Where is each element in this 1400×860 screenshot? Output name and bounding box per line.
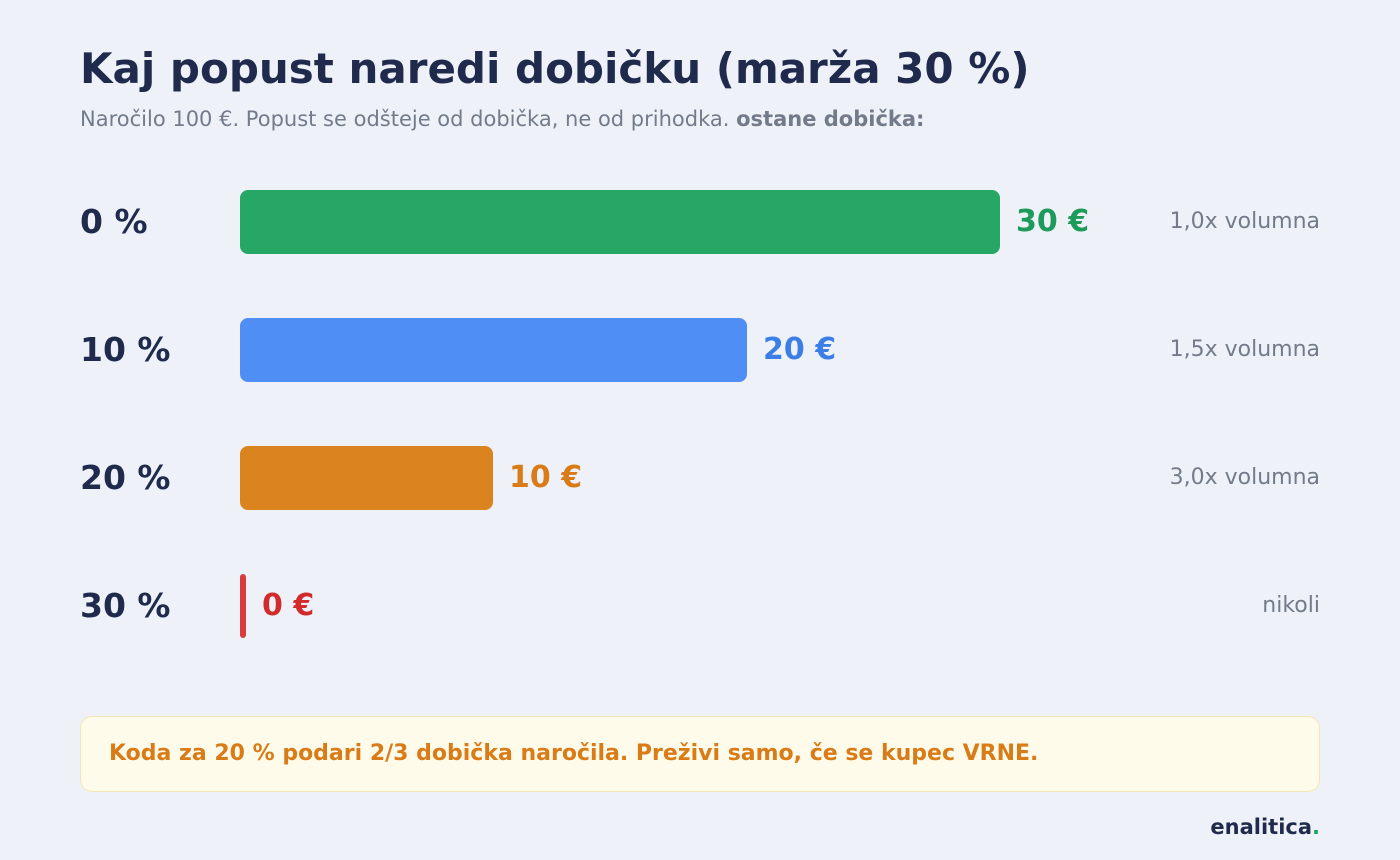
chart-row: 0 % 30 € 1,0x volumna xyxy=(0,190,1400,254)
profit-value-label: 10 € xyxy=(509,460,583,495)
callout-text: Koda za 20 % podari 2/3 dobička naročila… xyxy=(109,741,1039,766)
profit-value-label: 30 € xyxy=(1016,204,1090,239)
brand-logo: enalitica. xyxy=(1210,815,1320,839)
profit-value-label: 20 € xyxy=(763,332,837,367)
volume-note: 3,0x volumna xyxy=(1169,465,1320,490)
profit-bar xyxy=(240,190,1000,254)
chart-row: 10 % 20 € 1,5x volumna xyxy=(0,318,1400,382)
brand-name: enalitica xyxy=(1210,815,1313,839)
page-title: Kaj popust naredi dobičku (marža 30 %) xyxy=(80,44,1030,93)
discount-label: 20 % xyxy=(80,458,171,497)
discount-label: 0 % xyxy=(80,202,148,241)
chart-row: 30 % 0 € nikoli xyxy=(0,574,1400,638)
profit-bar xyxy=(240,318,747,382)
discount-label: 10 % xyxy=(80,330,171,369)
profit-bar xyxy=(240,574,246,638)
page-subtitle: Naročilo 100 €. Popust se odšteje od dob… xyxy=(80,107,924,131)
profit-bar xyxy=(240,446,493,510)
subtitle-emphasis: ostane dobička: xyxy=(736,107,925,131)
volume-note: 1,0x volumna xyxy=(1169,209,1320,234)
subtitle-text: Naročilo 100 €. Popust se odšteje od dob… xyxy=(80,107,730,131)
discount-label: 30 % xyxy=(80,586,171,625)
volume-note: nikoli xyxy=(1262,593,1320,618)
volume-note: 1,5x volumna xyxy=(1169,337,1320,362)
profit-value-label: 0 € xyxy=(262,588,315,623)
brand-dot: . xyxy=(1312,815,1320,839)
callout-box: Koda za 20 % podari 2/3 dobička naročila… xyxy=(80,716,1320,792)
chart-row: 20 % 10 € 3,0x volumna xyxy=(0,446,1400,510)
